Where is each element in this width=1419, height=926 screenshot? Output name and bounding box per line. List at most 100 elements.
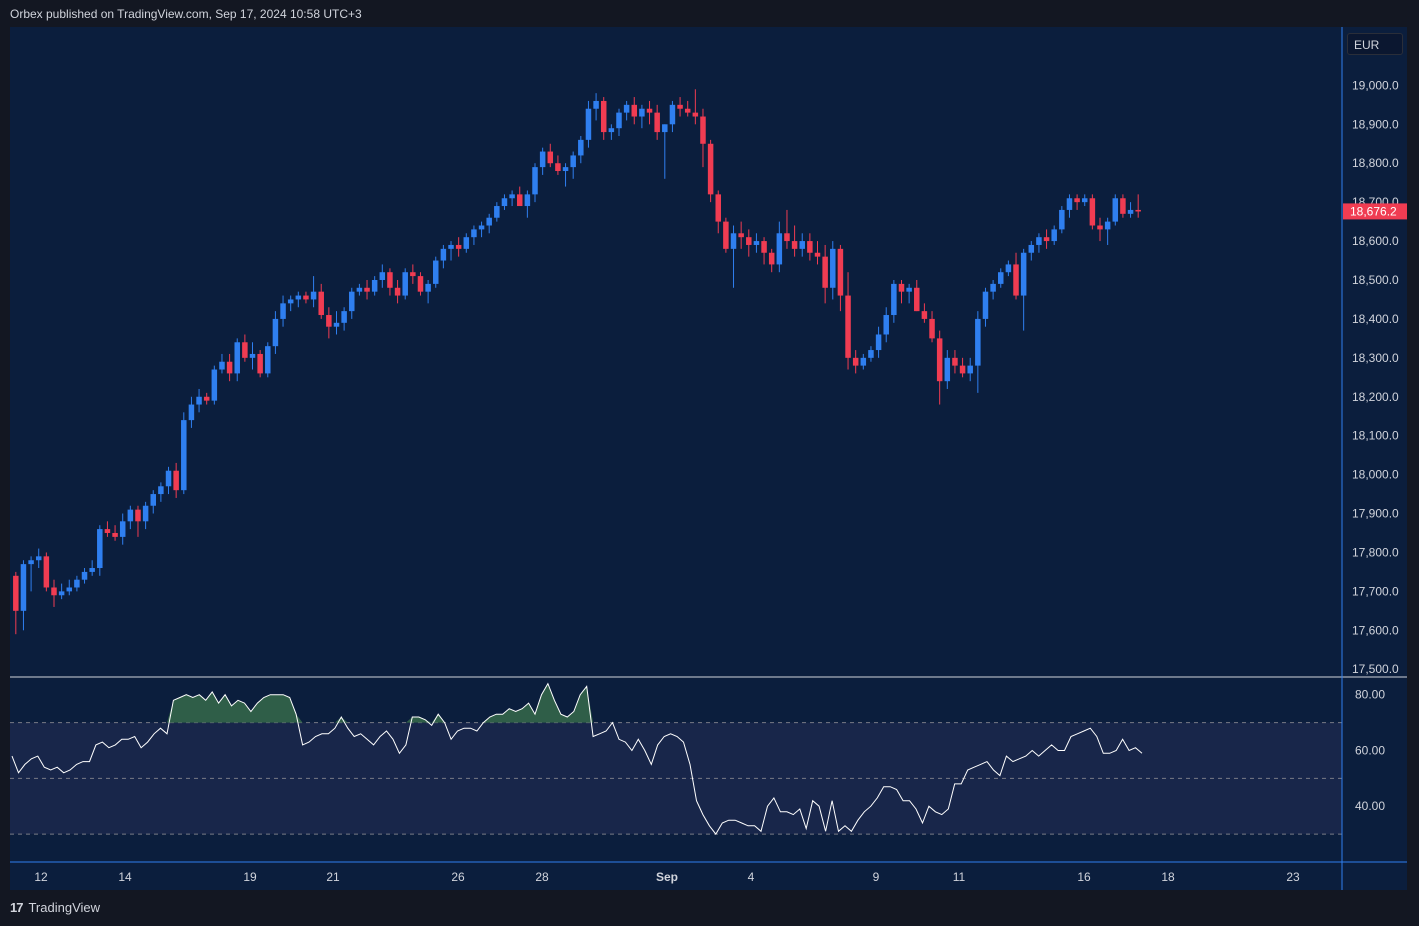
candle[interactable] — [51, 579, 57, 607]
candle[interactable] — [455, 237, 462, 257]
candle[interactable] — [822, 244, 828, 304]
candle[interactable] — [539, 147, 546, 175]
candle[interactable] — [837, 244, 844, 312]
candle[interactable] — [639, 104, 645, 129]
currency-button[interactable]: EUR — [1347, 33, 1403, 55]
rsi-pane[interactable] — [10, 682, 1342, 835]
candle[interactable] — [326, 307, 332, 339]
candle[interactable] — [936, 330, 943, 405]
candle[interactable] — [707, 139, 714, 203]
candle[interactable] — [776, 221, 783, 273]
candle[interactable] — [1059, 206, 1065, 234]
candle[interactable] — [35, 548, 42, 569]
candle[interactable] — [173, 462, 179, 498]
candle[interactable] — [1028, 241, 1035, 261]
candle[interactable] — [356, 283, 363, 296]
candle[interactable] — [1074, 194, 1080, 210]
time-axis[interactable]: 12 14 19 21 26 28 Sep 4 9 11 16 18 23 — [34, 870, 1300, 884]
candle[interactable] — [1097, 217, 1103, 242]
candle[interactable] — [341, 307, 347, 331]
candle[interactable] — [486, 213, 492, 234]
candle[interactable] — [226, 353, 233, 382]
candle[interactable] — [417, 272, 424, 296]
candle[interactable] — [799, 233, 805, 257]
candle[interactable] — [746, 229, 752, 257]
candle[interactable] — [898, 279, 905, 304]
candle[interactable] — [272, 311, 279, 354]
candle[interactable] — [394, 279, 401, 304]
candle[interactable] — [578, 135, 584, 164]
candle[interactable] — [616, 108, 622, 136]
candle[interactable] — [433, 256, 439, 288]
candle[interactable] — [1112, 194, 1119, 226]
candle[interactable] — [234, 338, 240, 382]
candle[interactable] — [730, 225, 737, 288]
candle[interactable] — [723, 217, 729, 253]
candle[interactable] — [646, 100, 653, 125]
candle[interactable] — [600, 97, 607, 140]
candle[interactable] — [1104, 217, 1111, 245]
candle[interactable] — [387, 268, 393, 296]
candle[interactable] — [1135, 194, 1141, 218]
candle[interactable] — [1081, 194, 1088, 207]
candle[interactable] — [784, 209, 790, 249]
candle[interactable] — [532, 163, 538, 203]
candle[interactable] — [768, 248, 775, 273]
candle[interactable] — [318, 283, 324, 319]
candle[interactable] — [211, 365, 218, 405]
candle[interactable] — [845, 272, 851, 370]
candle[interactable] — [127, 505, 134, 530]
candle[interactable] — [1051, 225, 1057, 245]
candle[interactable] — [990, 279, 996, 300]
candle[interactable] — [524, 190, 531, 218]
candle[interactable] — [952, 350, 958, 374]
candle[interactable] — [921, 303, 928, 323]
candle[interactable] — [1127, 202, 1134, 218]
candle[interactable] — [593, 93, 599, 121]
candle[interactable] — [89, 560, 95, 576]
candle[interactable] — [555, 155, 561, 175]
candle[interactable] — [1020, 248, 1027, 331]
candle[interactable] — [761, 237, 767, 265]
candle[interactable] — [891, 279, 897, 323]
candle[interactable] — [791, 225, 798, 257]
candle[interactable] — [501, 194, 508, 210]
candle[interactable] — [379, 264, 386, 288]
price-axis[interactable]: 19,000.018,900.018,800.018,700.018,600.0… — [1343, 78, 1407, 676]
candle[interactable] — [242, 334, 248, 362]
candle[interactable] — [58, 583, 65, 600]
candle[interactable] — [494, 202, 500, 222]
rsi-axis[interactable]: 80.00 60.00 40.00 — [1355, 688, 1385, 814]
candle[interactable] — [257, 350, 263, 378]
candle[interactable] — [1120, 194, 1126, 218]
candle[interactable] — [219, 353, 225, 374]
candle[interactable] — [562, 163, 569, 187]
candle[interactable] — [478, 221, 485, 238]
candle[interactable] — [280, 295, 286, 327]
candle[interactable] — [623, 100, 630, 121]
candle[interactable] — [814, 241, 821, 265]
candle[interactable] — [982, 287, 989, 327]
candle[interactable] — [662, 124, 668, 179]
candle[interactable] — [570, 151, 576, 179]
candle[interactable] — [715, 190, 721, 234]
candle[interactable] — [119, 513, 126, 545]
last-price-badge[interactable]: 18,676.2 — [1343, 203, 1407, 220]
candle[interactable] — [66, 579, 73, 596]
candle[interactable] — [1013, 252, 1019, 300]
candle[interactable] — [875, 326, 882, 358]
candle[interactable] — [81, 568, 88, 584]
price-pane[interactable] — [13, 89, 1141, 635]
candle[interactable] — [310, 276, 317, 308]
candle[interactable] — [165, 466, 172, 495]
candle[interactable] — [150, 490, 156, 514]
candle[interactable] — [753, 233, 760, 253]
chart-frame[interactable]: 19,000.0 18,900.0 18,800.0 18,700.0 18,600.0… — [10, 27, 1407, 890]
candle[interactable] — [287, 295, 294, 312]
candle[interactable] — [516, 186, 523, 207]
candle[interactable] — [188, 396, 195, 428]
candle[interactable] — [448, 241, 454, 261]
candle[interactable] — [967, 357, 973, 382]
candle[interactable] — [410, 264, 416, 284]
candle[interactable] — [471, 225, 477, 245]
